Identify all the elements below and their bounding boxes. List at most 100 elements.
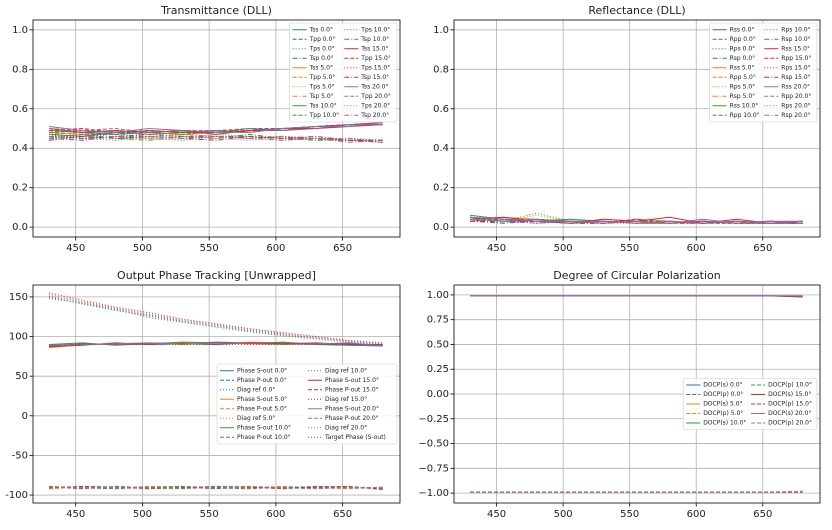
legend-label: Rps 0.0° xyxy=(730,45,756,52)
x-tick-label: 500 xyxy=(133,243,152,254)
legend-label: Rss 10.0° xyxy=(730,102,759,109)
legend-label: Diag ref 10.0° xyxy=(325,367,367,374)
legend-label: DOCP(s) 10.0° xyxy=(703,420,746,427)
legend-label: DOCP(s) 20.0° xyxy=(768,410,811,417)
y-tick-label: 1.00 xyxy=(427,290,449,301)
y-tick-label: 0.8 xyxy=(433,64,449,75)
y-tick-label: 0.8 xyxy=(12,64,28,75)
y-tick-label: 0.6 xyxy=(12,104,28,115)
legend-label: Rsp 5.0° xyxy=(730,93,756,100)
legend-label: Tpp 15.0° xyxy=(360,55,391,62)
series-line xyxy=(48,124,383,133)
x-tick-label: 600 xyxy=(266,243,285,254)
y-tick-label: 0.2 xyxy=(12,183,28,194)
legend-label: Tpp 20.0° xyxy=(360,93,391,100)
legend-label: Tpp 5.0° xyxy=(309,74,336,81)
legend-label: Rpp 10.0° xyxy=(730,112,760,119)
series-line xyxy=(469,218,803,224)
legend-label: Rsp 20.0° xyxy=(781,112,810,119)
y-tick-label: 100 xyxy=(9,332,28,343)
legend-label: Tps 5.0° xyxy=(309,83,335,90)
legend-label: Diag ref 5.0° xyxy=(237,415,275,422)
chart-title: Output Phase Tracking [Unwrapped] xyxy=(117,269,316,282)
x-tick-label: 500 xyxy=(554,243,573,254)
y-tick-label: -50 xyxy=(12,450,28,461)
legend-label: Rss 0.0° xyxy=(730,26,755,33)
y-tick-label: 50 xyxy=(15,371,28,382)
legend-label: Rps 15.0° xyxy=(781,64,810,71)
legend-label: DOCP(s) 0.0° xyxy=(703,382,742,389)
legend-label: Phase P-out 5.0° xyxy=(237,405,287,412)
legend-label: Diag ref 0.0° xyxy=(237,386,275,393)
legend-label: Phase P-out 10.0° xyxy=(237,434,291,441)
y-tick-label: 1.0 xyxy=(12,25,28,36)
legend-label: DOCP(p) 5.0° xyxy=(703,410,743,417)
x-tick-label: 450 xyxy=(66,243,85,254)
x-tick-label: 550 xyxy=(200,509,219,520)
y-tick-label: -100 xyxy=(5,490,28,501)
y-tick-label: 0.25 xyxy=(427,364,449,375)
legend-label: DOCP(p) 10.0° xyxy=(768,382,812,389)
x-tick-label: 600 xyxy=(266,509,285,520)
x-tick-label: 650 xyxy=(333,509,352,520)
legend-label: Tpp 10.0° xyxy=(309,112,340,119)
x-tick-label: 600 xyxy=(687,243,706,254)
y-tick-label: 0.4 xyxy=(433,143,449,154)
x-tick-label: 450 xyxy=(487,509,506,520)
legend-label: Tss 0.0° xyxy=(309,26,333,33)
x-tick-label: 550 xyxy=(620,243,639,254)
legend-label: Rss 15.0° xyxy=(781,45,810,52)
legend-label: Tsp 0.0° xyxy=(309,55,334,62)
legend-label: Tsp 10.0° xyxy=(360,36,389,43)
y-tick-label: 0.75 xyxy=(427,315,449,326)
x-tick-label: 500 xyxy=(133,509,152,520)
series-line xyxy=(48,485,383,490)
legend-label: Diag ref 20.0° xyxy=(325,424,367,431)
chart-title: Degree of Circular Polarization xyxy=(553,269,720,282)
series-line xyxy=(48,292,383,344)
y-tick-label: 0.0 xyxy=(433,222,449,233)
x-tick-label: 650 xyxy=(333,243,352,254)
legend-label: Tss 10.0° xyxy=(309,102,337,109)
legend-label: Tsp 20.0° xyxy=(360,112,389,119)
legend-label: Rps 5.0° xyxy=(730,83,756,90)
legend-box xyxy=(682,377,818,431)
legend-label: Rpp 20.0° xyxy=(781,93,811,100)
legend-label: Rpp 15.0° xyxy=(781,55,811,62)
legend-label: Tpp 0.0° xyxy=(309,36,336,43)
legend-label: Tss 20.0° xyxy=(360,83,388,90)
plot-frame xyxy=(32,19,401,238)
plot-frame xyxy=(32,284,401,504)
legend: Rss 0.0° Rpp 0.0° Rps 0.0° Rsp 0.0° Rss 5.0°… xyxy=(709,22,818,123)
y-tick-label: 0.00 xyxy=(427,389,449,400)
series-line xyxy=(48,342,383,347)
x-tick-label: 550 xyxy=(200,243,219,254)
legend-label: Phase P-out 20.0° xyxy=(325,415,379,422)
y-tick-label: −0.50 xyxy=(418,439,449,450)
legend-label: Diag ref 15.0° xyxy=(325,396,367,403)
series-line xyxy=(48,298,383,346)
legend-label: DOCP(s) 15.0° xyxy=(768,391,811,398)
y-tick-label: 0.6 xyxy=(433,104,449,115)
legend-label: Phase S-out 5.0° xyxy=(237,396,287,403)
legend-label: Tps 10.0° xyxy=(360,26,390,33)
legend-label: Tss 5.0° xyxy=(309,64,333,71)
y-tick-label: 0.0 xyxy=(12,222,28,233)
series-line xyxy=(48,133,383,141)
series-line xyxy=(48,122,383,133)
series-line xyxy=(469,216,803,224)
legend-label: DOCP(p) 0.0° xyxy=(703,391,743,398)
legend-label: Phase S-out 15.0° xyxy=(325,377,379,384)
legend-label: Rss 20.0° xyxy=(781,83,810,90)
y-tick-label: 1.0 xyxy=(433,25,449,36)
legend-label: Tps 0.0° xyxy=(309,45,335,52)
legend-label: Rsp 15.0° xyxy=(781,74,810,81)
legend-label: Rsp 10.0° xyxy=(781,36,810,43)
series-line xyxy=(48,133,383,141)
x-tick-label: 550 xyxy=(620,509,639,520)
legend: Phase S-out 0.0° Phase P-out 0.0° Diag ref… xyxy=(216,363,398,445)
legend-label: Rpp 0.0° xyxy=(730,36,756,43)
legend: Tss 0.0° Tpp 0.0° Tps 0.0° Tsp 0.0° Tss 5.0°… xyxy=(289,22,398,123)
legend-label: Tsp 15.0° xyxy=(360,74,389,81)
